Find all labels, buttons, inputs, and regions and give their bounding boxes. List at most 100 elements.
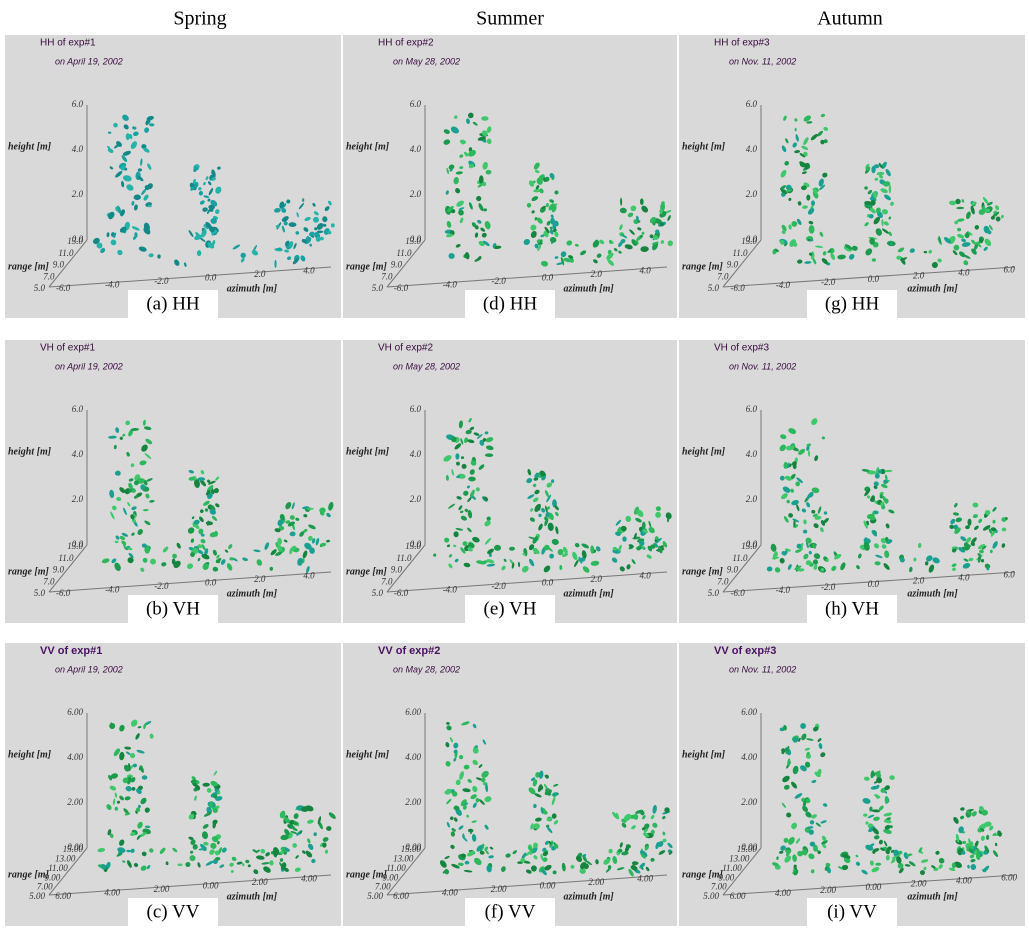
- range-tick-label: 11.0: [396, 248, 412, 258]
- range-tick-label: 5.00: [29, 891, 45, 901]
- height-tick-label: 2.00: [67, 797, 83, 807]
- scatter-blob: [531, 865, 537, 871]
- panel-caption: (e) VH: [484, 598, 537, 619]
- panel: HH of exp#1on April 19, 20026.04.02.00.0…: [5, 35, 341, 318]
- column-header: Autumn: [817, 8, 883, 30]
- azimuth-tick-label: 2.0: [254, 574, 266, 584]
- panel-date: on Nov. 11, 2002: [729, 664, 796, 674]
- panel-caption: (c) VV: [147, 901, 200, 922]
- range-tick-label: 7.0: [43, 576, 55, 586]
- range-tick-label: 9.0: [53, 565, 65, 575]
- range-tick-label: 13.0: [405, 236, 421, 246]
- panel-title: HH of exp#3: [714, 38, 770, 49]
- azimuth-tick-label: 4.00: [775, 888, 791, 898]
- scatter-blob: [661, 201, 665, 204]
- azimuth-tick-label: 0.0: [868, 579, 880, 589]
- height-tick-label: 4.0: [410, 449, 422, 459]
- azimuth-tick-label: 6.00: [730, 891, 746, 901]
- range-tick-label: 9.0: [391, 260, 403, 270]
- panel-background: [5, 643, 341, 926]
- azimuth-tick-label: 4.00: [956, 876, 972, 886]
- range-tick-label: 5.0: [708, 588, 720, 598]
- panel-date: on Nov. 11, 2002: [729, 361, 796, 371]
- height-axis-label: height [m]: [682, 749, 726, 760]
- panel-date: on May 28, 2002: [393, 361, 460, 371]
- azimuth-tick-label: -2.0: [492, 276, 507, 286]
- height-tick-label: 4.0: [72, 144, 84, 154]
- azimuth-tick-label: 6.00: [1001, 872, 1017, 882]
- azimuth-tick-label: 0.0: [868, 274, 880, 284]
- height-tick-label: 4.00: [405, 752, 421, 762]
- panel-date: on May 28, 2002: [393, 664, 460, 674]
- azimuth-tick-label: 6.00: [393, 891, 409, 901]
- range-axis-label: range [m]: [346, 566, 388, 577]
- height-tick-label: 6.0: [746, 99, 758, 109]
- range-tick-label: 11.0: [58, 553, 74, 563]
- range-axis-label: range [m]: [8, 869, 50, 880]
- height-axis-label: height [m]: [346, 141, 390, 152]
- panel-caption: (a) HH: [146, 293, 200, 314]
- range-tick-label: 5.0: [34, 588, 46, 598]
- azimuth-tick-label: 0.0: [205, 273, 217, 283]
- panel-date: on Nov. 11, 2002: [729, 56, 796, 66]
- azimuth-tick-label: 2.0: [913, 576, 925, 586]
- azimuth-tick-label: -4.0: [443, 585, 458, 595]
- range-tick-label: 9.0: [727, 260, 739, 270]
- panel-caption: (i) VV: [827, 901, 877, 922]
- panel-background: [679, 35, 1025, 318]
- azimuth-tick-label: 0.0: [542, 578, 554, 588]
- height-tick-label: 2.0: [746, 189, 758, 199]
- scatter-blob: [896, 256, 901, 260]
- range-tick-label: 5.00: [367, 891, 383, 901]
- azimuth-tick-label: 0.0: [542, 273, 554, 283]
- height-tick-label: 4.0: [410, 144, 422, 154]
- panel-background: [5, 340, 341, 623]
- azimuth-tick-label: 0.00: [866, 882, 882, 892]
- azimuth-tick-label: -2.0: [154, 581, 169, 591]
- azimuth-tick-label: 6.00: [55, 891, 71, 901]
- panel: VV of exp#3on Nov. 11, 20026.004.002.000…: [679, 643, 1025, 926]
- azimuth-tick-label: -6.0: [730, 283, 745, 293]
- scatter-blob: [455, 453, 459, 459]
- scatter-blob: [198, 477, 206, 481]
- scatter-blob: [872, 258, 876, 262]
- scatter-blob: [178, 864, 183, 867]
- range-axis-label: range [m]: [346, 869, 388, 880]
- range-axis-label: range [m]: [346, 261, 388, 272]
- azimuth-tick-label: 2.00: [154, 884, 170, 894]
- height-tick-label: 2.00: [741, 797, 757, 807]
- panel-caption: (d) HH: [483, 293, 538, 314]
- scatter-blob: [806, 560, 812, 565]
- scatter-blob: [795, 128, 797, 132]
- height-tick-label: 6.00: [405, 707, 421, 717]
- panel-date: on April 19, 2002: [55, 361, 123, 371]
- range-tick-label: 5.0: [372, 588, 384, 598]
- azimuth-tick-label: 2.00: [820, 885, 836, 895]
- range-tick-label: 13.0: [741, 541, 757, 551]
- range-tick-label: 7.0: [381, 576, 393, 586]
- azimuth-tick-label: -6.0: [394, 283, 409, 293]
- panel: VV of exp#2on May 28, 20026.004.002.000.…: [343, 643, 677, 926]
- panel: VH of exp#2on May 28, 20026.04.02.00.013…: [343, 340, 677, 623]
- panel-title: VV of exp#1: [40, 645, 102, 657]
- azimuth-tick-label: 4.0: [303, 266, 315, 276]
- range-axis-label: range [m]: [682, 566, 724, 577]
- azimuth-tick-label: 0.0: [205, 578, 217, 588]
- figure: SpringSummerAutumnHH of exp#1on April 19…: [0, 0, 1029, 929]
- height-tick-label: 4.00: [741, 752, 757, 762]
- azimuth-tick-label: -6.0: [56, 283, 71, 293]
- height-tick-label: 4.0: [746, 449, 758, 459]
- azimuth-tick-label: 4.00: [442, 888, 458, 898]
- scatter-blob: [874, 164, 879, 168]
- azimuth-tick-label: -4.0: [776, 280, 791, 290]
- height-axis-label: height [m]: [8, 141, 52, 152]
- azimuth-axis-label: azimuth [m]: [563, 588, 614, 599]
- azimuth-tick-label: -6.0: [730, 588, 745, 598]
- height-tick-label: 4.0: [72, 449, 84, 459]
- panel-background: [343, 340, 677, 623]
- azimuth-tick-label: 0.00: [540, 881, 556, 891]
- panel: VH of exp#1on April 19, 20026.04.02.00.0…: [5, 340, 341, 623]
- range-tick-label: 9.0: [53, 260, 65, 270]
- panel: VV of exp#1on April 19, 20026.004.002.00…: [5, 643, 341, 926]
- height-axis-label: height [m]: [8, 749, 52, 760]
